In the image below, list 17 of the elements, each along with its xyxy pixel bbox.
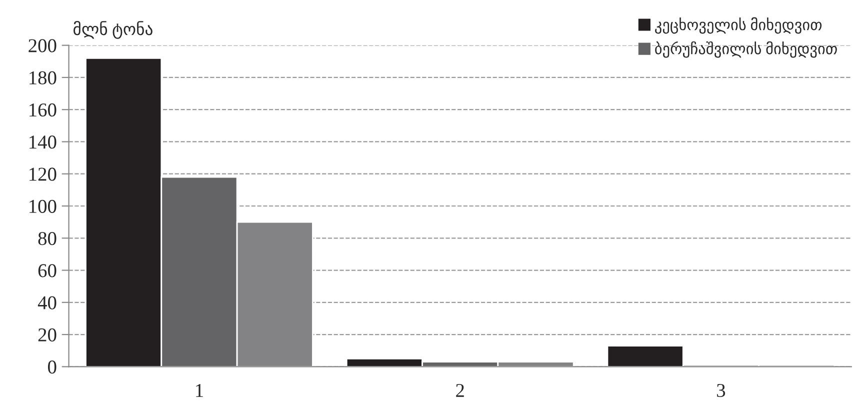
- legend-label: კეცხოველის მიხედვით: [655, 17, 822, 34]
- y-tick-label: 80: [38, 232, 56, 246]
- y-tick-label: 140: [30, 136, 56, 149]
- y-axis-title: მლნ ტონა: [74, 21, 152, 39]
- x-tick-label: 1: [196, 384, 203, 397]
- x-tick-label: 3: [717, 384, 726, 398]
- y-tick-label: 160: [30, 103, 56, 117]
- legend-label: ბერუჩაშვილის მიხედვით: [655, 41, 837, 58]
- y-tick-label: 60: [38, 264, 56, 278]
- y-tick-label: 200: [28, 39, 56, 52]
- y-tick-label: 40: [38, 296, 56, 310]
- y-tick-label: 20: [38, 328, 56, 342]
- y-tick-label: 180: [30, 71, 56, 84]
- y-tick-label: 100: [30, 200, 56, 213]
- x-tick-label: 2: [456, 384, 464, 397]
- y-tick-label: 0: [48, 360, 56, 374]
- y-tick-label: 120: [30, 168, 56, 181]
